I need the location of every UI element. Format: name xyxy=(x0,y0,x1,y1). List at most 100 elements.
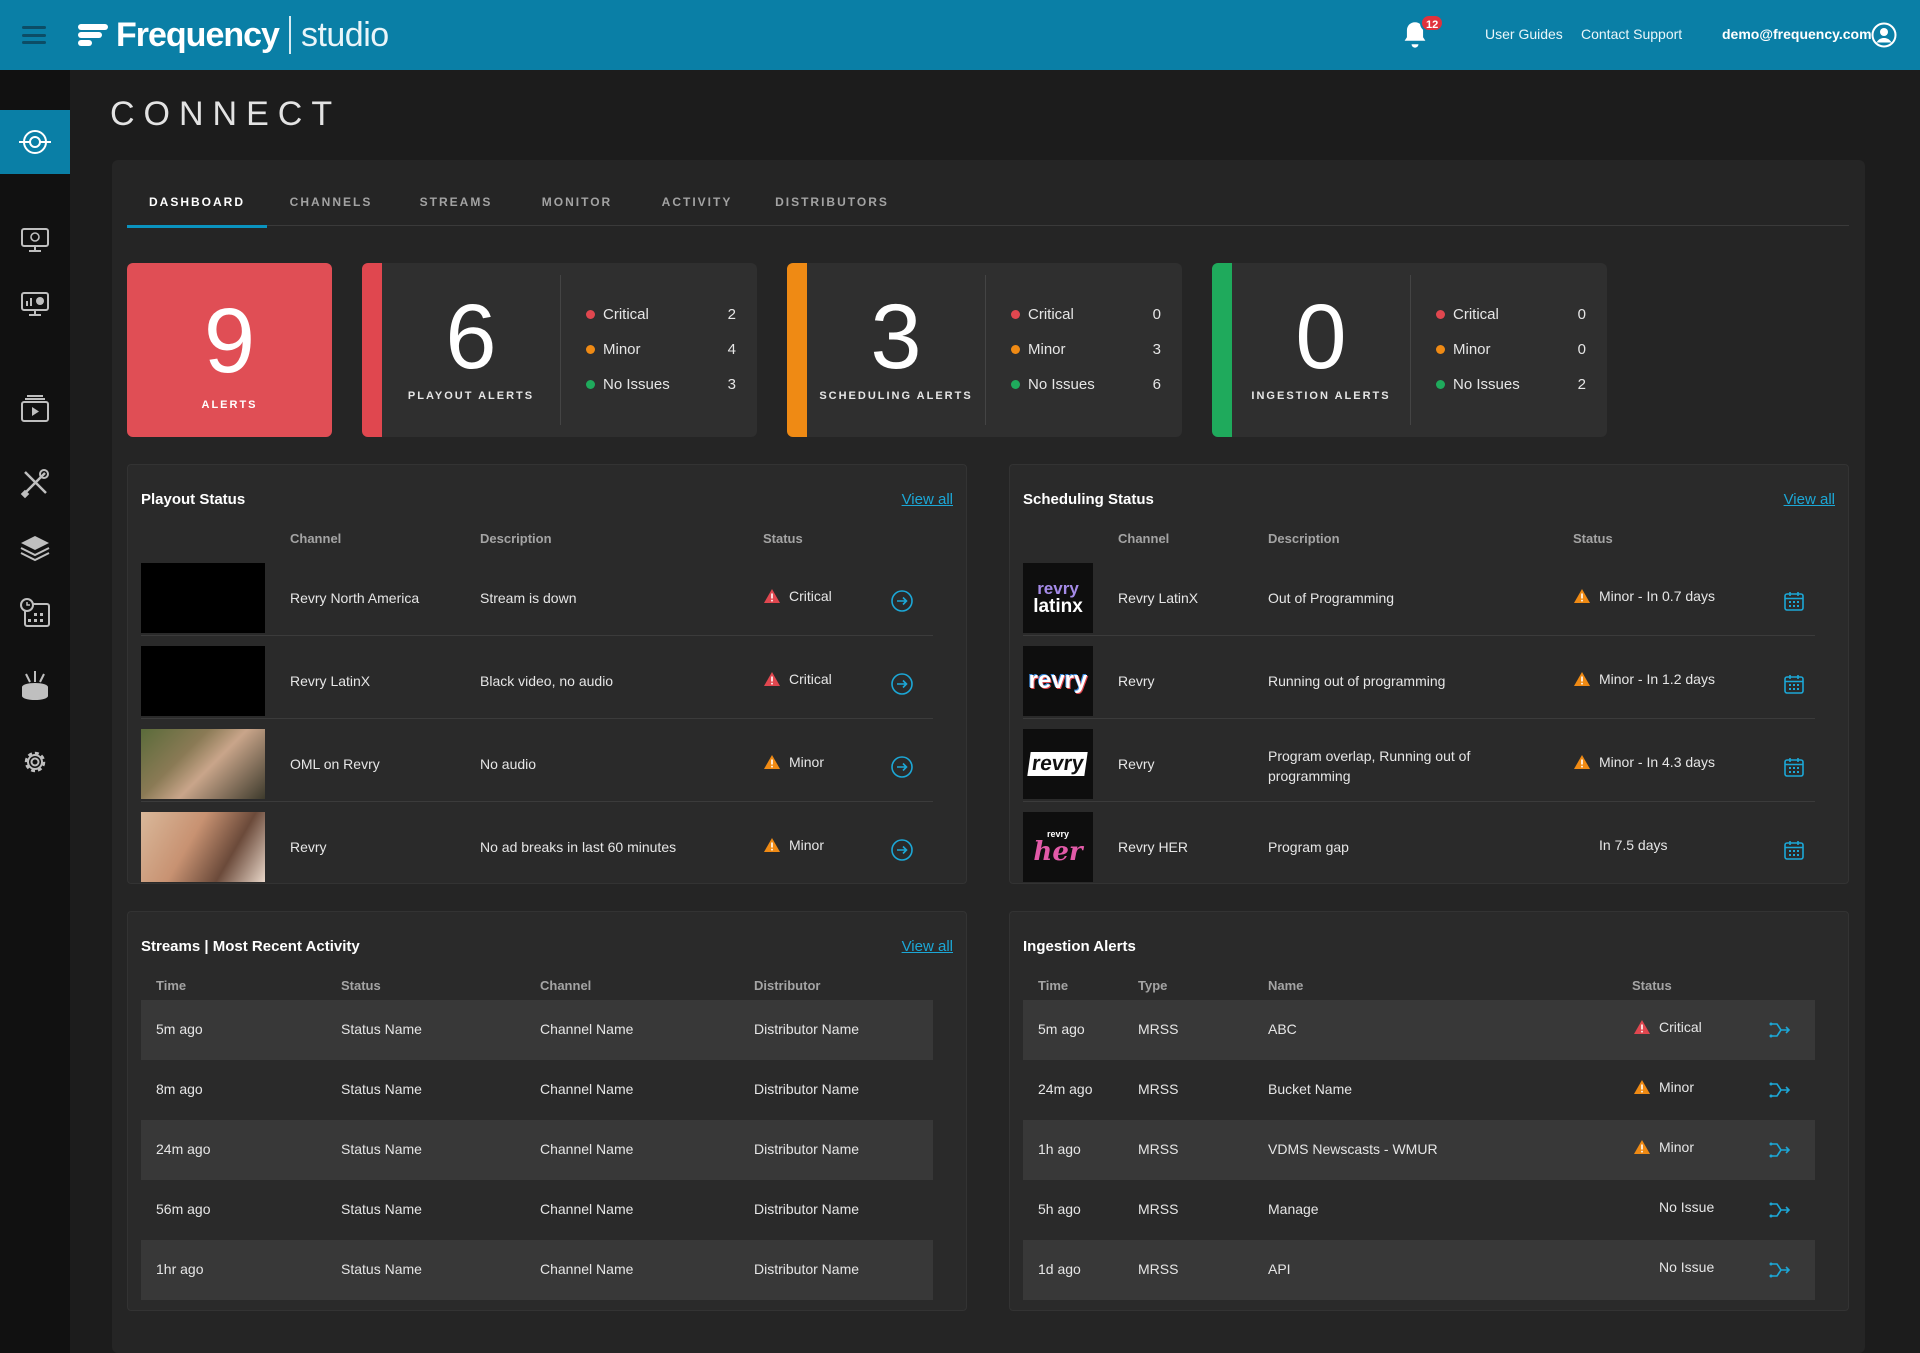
contact-support-link[interactable]: Contact Support xyxy=(1581,26,1683,42)
open-arrow-icon[interactable] xyxy=(890,589,914,613)
critical-dot-icon xyxy=(1436,310,1445,319)
tab-dashboard[interactable]: DASHBOARD xyxy=(127,178,267,228)
nav-distribution[interactable] xyxy=(0,657,70,713)
tab-distributors[interactable]: DISTRIBUTORS xyxy=(775,195,889,209)
column-header: Channel xyxy=(290,531,342,546)
table-row[interactable]: 8m ago Status Name Channel Name Distribu… xyxy=(156,1081,860,1097)
calendar-icon[interactable] xyxy=(1782,755,1806,779)
panel-title: Ingestion Alerts xyxy=(1023,938,1136,955)
scheduling-alerts-card[interactable]: 3 SCHEDULING ALERTS Critical 0 Minor 3 No … xyxy=(787,263,1182,437)
view-all-link[interactable]: View all xyxy=(1783,491,1835,508)
table-row[interactable]: revry latinx Revry LatinX Out of Program… xyxy=(1023,553,1815,636)
channel-thumbnail xyxy=(141,729,265,799)
nav-layers[interactable] xyxy=(0,520,70,576)
app-logo[interactable]: Frequency studio xyxy=(78,14,389,56)
total-alerts-count: 9 xyxy=(203,290,256,392)
view-all-link[interactable]: View all xyxy=(901,938,953,955)
open-arrow-icon[interactable] xyxy=(890,672,914,696)
brand-name: Frequency xyxy=(116,15,280,54)
table-row[interactable]: 1d ago MRSS API No Issue xyxy=(1023,1240,1815,1300)
tab-monitor[interactable]: MONITOR xyxy=(541,195,613,209)
minor-warning-icon xyxy=(1574,589,1590,603)
table-row[interactable]: 5m ago MRSS ABC Critical xyxy=(1023,1000,1815,1060)
table-row[interactable]: 24m ago MRSS Bucket Name Minor xyxy=(1023,1060,1815,1120)
ok-dot-icon xyxy=(1436,380,1445,389)
nav-connect[interactable] xyxy=(0,110,70,174)
critical-dot-icon xyxy=(586,310,595,319)
column-header: Status xyxy=(763,531,803,546)
tab-channels[interactable]: CHANNELS xyxy=(289,195,373,209)
gear-icon xyxy=(24,751,46,773)
ingest-flow-icon[interactable] xyxy=(1768,1198,1792,1222)
calendar-icon[interactable] xyxy=(1782,589,1806,613)
view-all-link[interactable]: View all xyxy=(901,491,953,508)
breakdown-minor: Minor 0 xyxy=(1436,341,1586,358)
tools-icon xyxy=(20,469,49,499)
column-header: Channel xyxy=(1118,531,1170,546)
nav-schedule[interactable] xyxy=(0,585,70,641)
channel-thumbnail xyxy=(141,646,265,716)
playout-alerts-count: 6 xyxy=(445,286,497,388)
table-row[interactable]: Revry LatinX Black video, no audio Criti… xyxy=(141,636,933,719)
description: Program gap xyxy=(1268,839,1349,855)
playout-alerts-card[interactable]: 6 PLAYOUT ALERTS Critical 2 Minor 4 No Iss… xyxy=(362,263,757,437)
channel-name: Revry xyxy=(1118,673,1155,689)
user-email[interactable]: demo@frequency.com xyxy=(1722,26,1872,42)
open-arrow-icon[interactable] xyxy=(890,755,914,779)
description: Black video, no audio xyxy=(480,673,614,689)
status: Minor xyxy=(1633,1079,1694,1095)
table-row[interactable]: 5m ago Status Name Channel Name Distribu… xyxy=(141,1000,933,1060)
status: Critical xyxy=(763,671,832,687)
breakdown-critical: Critical 2 xyxy=(586,306,736,323)
top-bar: Frequency studio 12 User Guides Contact … xyxy=(0,0,1920,70)
open-arrow-icon[interactable] xyxy=(890,838,914,862)
card-divider xyxy=(560,275,561,425)
user-avatar-icon[interactable] xyxy=(1871,22,1897,48)
calendar-icon[interactable] xyxy=(1782,672,1806,696)
status: Minor xyxy=(763,754,824,770)
ingest-flow-icon[interactable] xyxy=(1768,1018,1792,1042)
table-row[interactable]: revry Revry Program overlap, Running out… xyxy=(1023,719,1815,802)
frequency-logo-icon xyxy=(78,22,110,48)
tab-streams[interactable]: STREAMS xyxy=(419,195,493,209)
minor-warning-icon xyxy=(1634,1140,1650,1154)
table-row[interactable]: OML on Revry No audio Minor xyxy=(141,719,933,802)
channel-name: Revry HER xyxy=(1118,839,1189,855)
schedule-calendar-icon xyxy=(20,598,50,627)
table-row[interactable]: 1h ago MRSS VDMS Newscasts - WMUR Minor xyxy=(1023,1120,1815,1180)
nav-monitor-screen[interactable] xyxy=(0,212,70,268)
table-row[interactable]: 5h ago MRSS Manage No Issue xyxy=(1023,1180,1815,1240)
ingest-flow-icon[interactable] xyxy=(1768,1138,1792,1162)
scheduling-alerts-count: 3 xyxy=(870,286,922,388)
table-row[interactable]: revry her Revry HER Program gap In 7.5 d… xyxy=(1023,802,1815,885)
ingest-flow-icon[interactable] xyxy=(1768,1078,1792,1102)
nav-tools[interactable] xyxy=(0,455,70,511)
channel-logo: revry latinx xyxy=(1023,563,1093,633)
table-row[interactable]: Revry No ad breaks in last 60 minutes Mi… xyxy=(141,802,933,885)
table-row[interactable]: Revry North America Stream is down Criti… xyxy=(141,553,933,636)
breakdown-no-issues: No Issues 2 xyxy=(1436,376,1586,393)
channel-name: Revry LatinX xyxy=(290,673,371,689)
channel-logo: revry her xyxy=(1023,812,1093,882)
tab-activity[interactable]: ACTIVITY xyxy=(661,195,733,209)
ingestion-alerts-card[interactable]: 0 INGESTION ALERTS Critical 0 Minor 0 No I… xyxy=(1212,263,1607,437)
nav-settings[interactable] xyxy=(0,734,70,790)
notification-badge: 12 xyxy=(1420,14,1445,32)
total-alerts-card[interactable]: 9 ALERTS xyxy=(127,263,332,437)
table-row[interactable]: 24m ago Status Name Channel Name Distrib… xyxy=(141,1120,933,1180)
status: Minor - In 0.7 days xyxy=(1573,588,1715,604)
ok-dot-icon xyxy=(1011,380,1020,389)
ingest-flow-icon[interactable] xyxy=(1768,1258,1792,1282)
user-guides-link[interactable]: User Guides xyxy=(1485,26,1563,42)
table-row[interactable]: 56m ago Status Name Channel Name Distrib… xyxy=(156,1201,860,1217)
channel-thumbnail xyxy=(141,563,265,633)
table-row[interactable]: revry Revry Running out of programming M… xyxy=(1023,636,1815,719)
calendar-icon[interactable] xyxy=(1782,838,1806,862)
table-row[interactable]: 1hr ago Status Name Channel Name Distrib… xyxy=(141,1240,933,1300)
breakdown-minor: Minor 3 xyxy=(1011,341,1161,358)
menu-icon[interactable] xyxy=(22,26,46,44)
card-divider xyxy=(1410,275,1411,425)
nav-media[interactable] xyxy=(0,381,70,437)
nav-analytics[interactable] xyxy=(0,276,70,332)
breakdown-critical: Critical 0 xyxy=(1436,306,1586,323)
